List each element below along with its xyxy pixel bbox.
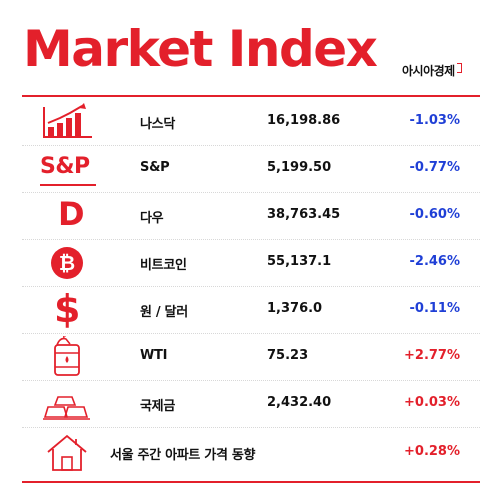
index-row-sp500: S&P S&P 5,199.50 -0.77% — [22, 146, 480, 193]
index-value: 2,432.40 — [267, 395, 332, 410]
index-change: +0.03% — [404, 395, 460, 410]
index-name: 나스닥 — [140, 117, 175, 132]
index-name: S&P — [140, 160, 170, 175]
index-change: -1.03% — [409, 113, 461, 128]
index-value: 1,376.0 — [267, 301, 323, 316]
bar-chart-icon — [40, 101, 96, 143]
brand-logo: 아시아경제 — [402, 62, 462, 79]
index-change: -2.46% — [409, 254, 461, 269]
bitcoin-icon: ₿ — [40, 242, 96, 284]
house-icon — [40, 432, 96, 474]
bottom-divider — [22, 481, 480, 483]
index-name: 국제금 — [140, 399, 175, 414]
index-row-gold: 국제금 2,432.40 +0.03% — [22, 381, 480, 428]
index-value: 16,198.86 — [267, 113, 341, 128]
index-name: 다우 — [140, 211, 164, 226]
top-divider — [22, 95, 480, 97]
dollar-symbol: $ — [54, 287, 81, 331]
index-row-bitcoin: ₿ 비트코인 55,137.1 -2.46% — [22, 240, 480, 287]
sp-logo-text: S&P — [40, 154, 90, 179]
dow-logo-icon: D — [40, 195, 96, 237]
index-name: 서울 주간 아파트 가격 동향 — [110, 448, 256, 463]
oil-barrel-icon — [40, 336, 96, 378]
dollar-icon: $ — [40, 287, 96, 331]
sp-logo-icon: S&P — [40, 148, 96, 190]
index-value: 75.23 — [267, 348, 309, 363]
gold-bars-icon — [40, 383, 96, 425]
bitcoin-symbol: ₿ — [58, 251, 76, 275]
index-value: 55,137.1 — [267, 254, 332, 269]
index-value: 5,199.50 — [267, 160, 332, 175]
index-change: +2.77% — [404, 348, 460, 363]
index-name: 원 / 달러 — [140, 305, 188, 320]
index-row-krw-usd: $ 원 / 달러 1,376.0 -0.11% — [22, 287, 480, 334]
page-title: Market Index — [23, 20, 378, 78]
index-name: WTI — [140, 348, 168, 363]
dow-logo-text: D — [58, 195, 85, 233]
index-change: -0.77% — [409, 160, 461, 175]
index-row-nasdaq: 나스닥 16,198.86 -1.03% — [22, 99, 480, 146]
index-change: -0.11% — [409, 301, 461, 316]
index-row-dow: D 다우 38,763.45 -0.60% — [22, 193, 480, 240]
index-row-seoul-apartment: 서울 주간 아파트 가격 동향 +0.28% — [22, 430, 480, 477]
index-change: -0.60% — [409, 207, 461, 222]
brand-name: 아시아경제 — [402, 64, 455, 78]
index-change: +0.28% — [404, 444, 460, 459]
index-row-wti: WTI 75.23 +2.77% — [22, 334, 480, 381]
index-name: 비트코인 — [140, 258, 187, 273]
index-value: 38,763.45 — [267, 207, 341, 222]
brand-mark-icon — [456, 63, 462, 73]
